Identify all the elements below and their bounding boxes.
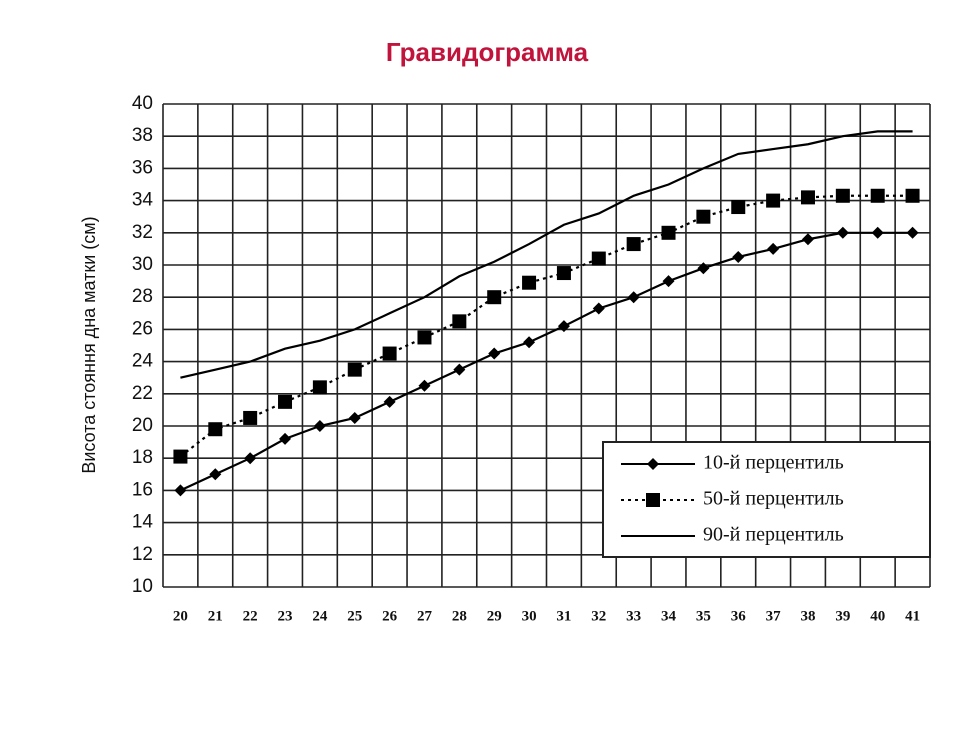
y-tick-label: 14 <box>132 512 154 533</box>
y-tick-label: 36 <box>132 157 153 178</box>
marker <box>646 493 660 507</box>
x-tick-label: 27 <box>417 608 433 624</box>
y-tick-label: 32 <box>132 222 153 243</box>
y-tick-label: 10 <box>132 576 153 597</box>
marker <box>244 452 257 465</box>
y-tick-label: 26 <box>132 318 153 339</box>
marker <box>313 420 326 432</box>
marker <box>870 188 885 203</box>
legend-label: 90-й перцентиль <box>703 524 844 546</box>
series-line <box>179 231 913 492</box>
marker <box>557 320 570 333</box>
y-tick-label: 18 <box>132 447 153 468</box>
y-tick-label: 28 <box>132 286 153 307</box>
y-tick-label: 22 <box>132 383 153 404</box>
x-tick-label: 23 <box>278 608 293 624</box>
x-tick-label: 39 <box>835 608 850 624</box>
marker <box>487 290 502 305</box>
marker <box>800 190 815 205</box>
marker <box>905 188 920 203</box>
x-tick-label: 21 <box>208 608 223 624</box>
marker <box>382 346 397 361</box>
marker <box>627 291 640 304</box>
x-tick-label: 24 <box>312 608 328 624</box>
y-tick-label: 24 <box>132 351 154 372</box>
marker <box>732 250 745 263</box>
series-line <box>180 130 913 379</box>
y-tick-label: 40 <box>132 93 153 114</box>
marker <box>647 458 659 470</box>
x-tick-label: 25 <box>347 608 362 624</box>
marker <box>174 484 187 497</box>
marker <box>347 362 362 377</box>
marker <box>173 449 188 464</box>
x-tick-label: 37 <box>766 608 782 624</box>
marker <box>522 275 537 290</box>
x-tick-label: 40 <box>870 608 885 624</box>
x-tick-label: 29 <box>487 608 502 624</box>
marker <box>243 410 258 425</box>
marker <box>208 422 223 437</box>
marker <box>662 275 675 288</box>
y-tick-label: 16 <box>132 479 153 500</box>
x-tick-label: 34 <box>661 608 677 624</box>
x-tick-label: 35 <box>696 608 711 624</box>
marker <box>835 188 850 203</box>
marker <box>696 209 711 224</box>
legend-label: 10-й перцентиль <box>703 452 844 474</box>
marker <box>591 251 606 266</box>
marker <box>767 242 780 255</box>
y-axis-label: Висота стояння дна матки (см) <box>79 216 99 473</box>
marker <box>906 226 919 239</box>
x-tick-label: 20 <box>173 608 188 624</box>
marker <box>417 330 432 345</box>
marker <box>488 347 501 360</box>
y-tick-label: 30 <box>132 254 153 275</box>
marker <box>626 237 641 252</box>
marker <box>418 379 431 392</box>
x-tick-label: 30 <box>522 608 537 624</box>
chart-title: Гравидограмма <box>386 37 589 67</box>
x-tick-label: 22 <box>243 608 258 624</box>
x-tick-label: 38 <box>800 608 815 624</box>
x-tick-label: 31 <box>556 608 571 624</box>
series-line <box>179 194 913 458</box>
marker <box>731 200 746 215</box>
legend-label: 50-й перцентиль <box>703 488 844 510</box>
x-tick-label: 41 <box>905 608 920 624</box>
y-tick-label: 12 <box>132 544 153 565</box>
y-tick-label: 20 <box>132 415 153 436</box>
x-tick-label: 36 <box>731 608 747 624</box>
marker <box>592 302 605 315</box>
marker <box>523 336 536 349</box>
marker <box>312 380 327 395</box>
x-tick-label: 32 <box>591 608 606 624</box>
marker <box>766 193 781 208</box>
marker <box>801 233 814 246</box>
marker <box>452 314 467 329</box>
y-tick-label: 34 <box>132 190 154 211</box>
marker <box>661 225 676 240</box>
x-tick-label: 26 <box>382 608 398 624</box>
marker <box>279 432 292 445</box>
marker <box>697 262 710 275</box>
marker <box>209 468 222 481</box>
marker <box>556 266 571 281</box>
marker <box>278 394 293 409</box>
x-tick-label: 33 <box>626 608 641 624</box>
marker <box>836 226 849 239</box>
marker <box>383 395 396 408</box>
y-tick-label: 38 <box>132 125 153 146</box>
marker <box>453 363 466 376</box>
marker <box>348 411 361 424</box>
marker <box>871 226 884 239</box>
x-tick-label: 28 <box>452 608 467 624</box>
